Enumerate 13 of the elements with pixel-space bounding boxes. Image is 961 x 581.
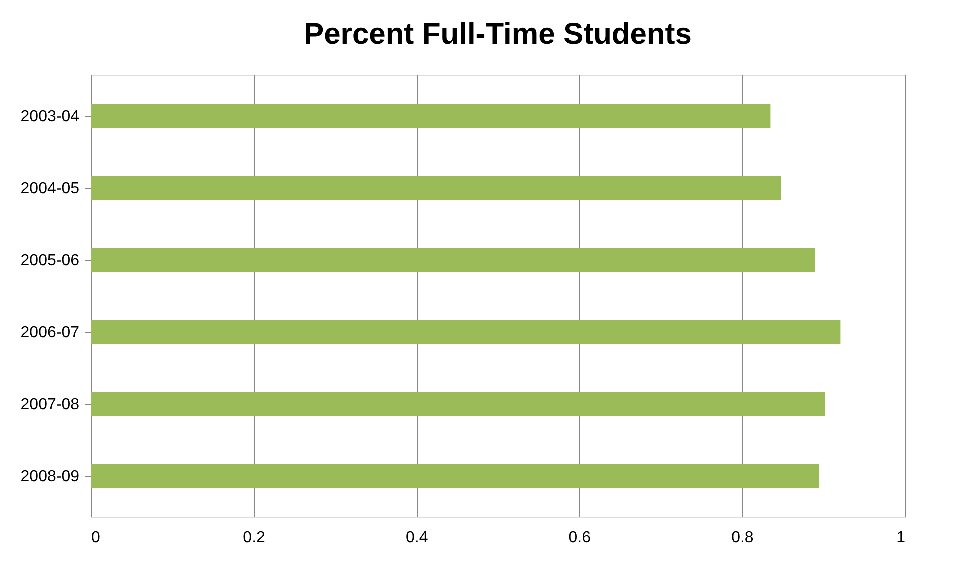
x-tick-label: 0.4 (406, 530, 428, 546)
chart-title: Percent Full-Time Students (304, 18, 692, 51)
x-tick-label: 0 (92, 530, 100, 546)
y-tick-label: 2008-09 (20, 468, 80, 486)
x-tick-label: 1 (896, 530, 906, 546)
x-tick-label: 0.2 (243, 530, 266, 546)
y-tick-label: 2007-08 (20, 396, 80, 414)
x-tick-label: 0.8 (732, 530, 754, 546)
y-tick-label: 2006-07 (20, 324, 80, 342)
x-tick-label: 0.6 (568, 530, 592, 546)
y-tick-label: 2004-05 (20, 180, 80, 198)
y-tick-label: 2005-06 (20, 252, 80, 270)
y-tick-label: 2003-04 (20, 108, 80, 126)
